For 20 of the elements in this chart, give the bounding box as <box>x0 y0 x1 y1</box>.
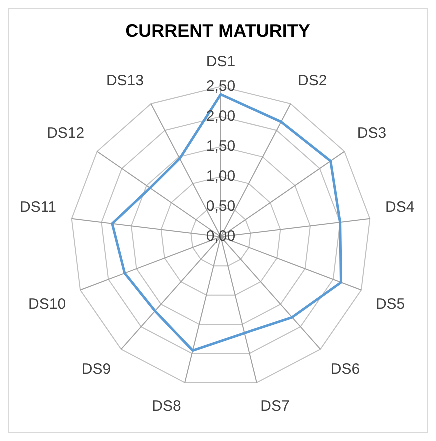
spoke-label: DS5 <box>376 296 406 313</box>
chart-title: CURRENT MATURITY <box>126 20 310 41</box>
spoke-label: DS2 <box>298 72 328 90</box>
spoke-label: DS10 <box>28 296 66 313</box>
spoke-label: DS3 <box>357 124 387 142</box>
y-tick-label: 0,50 <box>206 198 236 216</box>
spoke-label: DS7 <box>260 398 290 416</box>
spoke-label: DS13 <box>106 72 144 90</box>
spoke-label: DS1 <box>206 53 236 70</box>
y-tick-label: 1,00 <box>206 168 236 186</box>
spoke-label: DS6 <box>330 361 360 378</box>
y-tick-label: 2,00 <box>206 108 236 125</box>
spoke-label: DS8 <box>152 398 182 416</box>
y-tick-label: 2,50 <box>206 78 236 95</box>
spoke-label: DS12 <box>47 124 85 142</box>
spoke-label: DS4 <box>386 199 415 216</box>
y-tick-label: 1,50 <box>206 138 236 155</box>
y-tick-label: 0,00 <box>206 228 236 246</box>
spoke-label: DS9 <box>82 361 112 378</box>
spoke-label: DS11 <box>20 199 56 216</box>
